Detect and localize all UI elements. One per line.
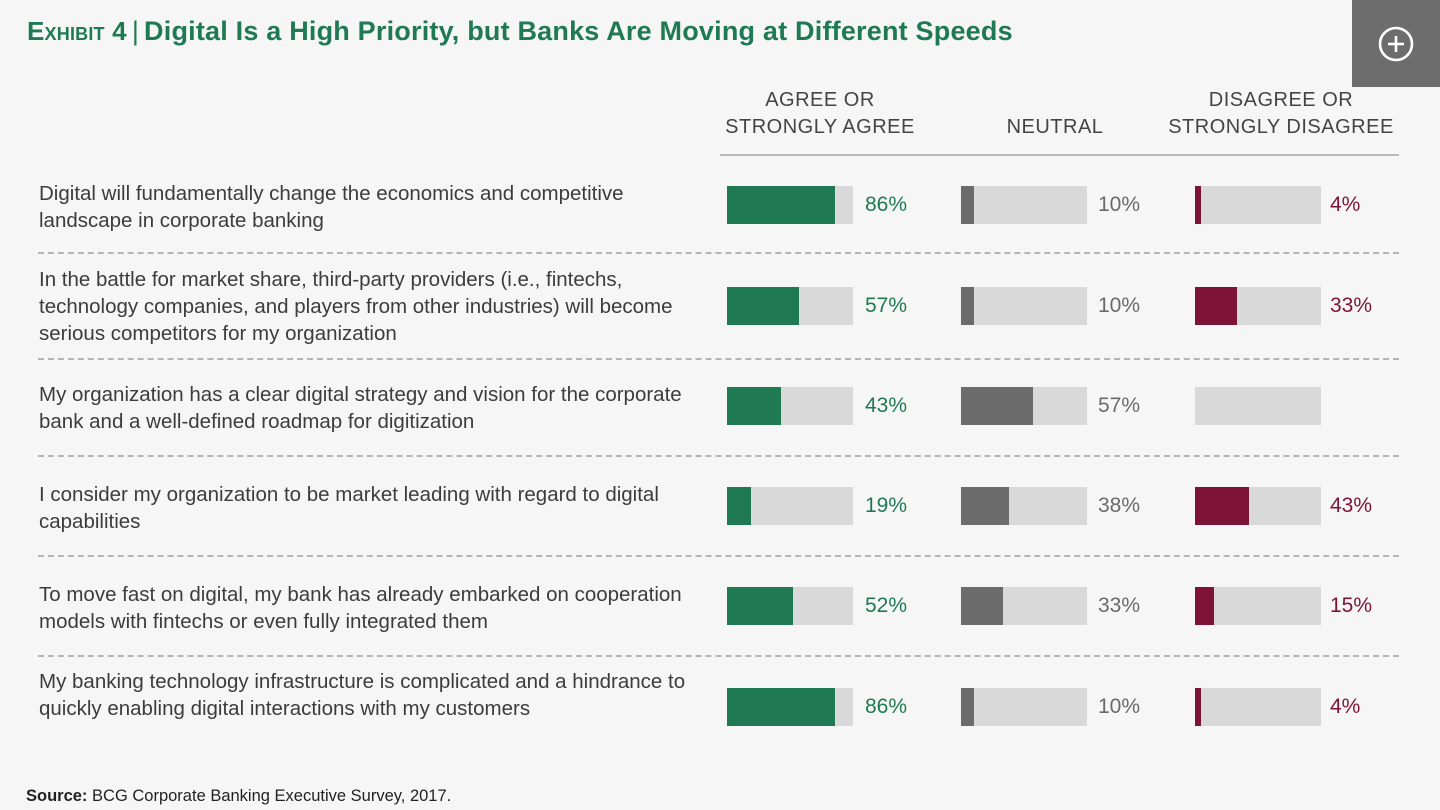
value-label-neutral: 10% — [1098, 695, 1141, 718]
bar-neutral — [961, 287, 974, 325]
value-label-neutral: 33% — [1098, 594, 1141, 617]
column-header-disagree: DISAGREE OR STRONGLY DISAGREE — [1168, 89, 1394, 138]
bar-disagree — [1195, 487, 1249, 525]
source-label: Source: — [26, 787, 88, 805]
bar-track-disagree — [1195, 487, 1321, 525]
value-label-agree: 43% — [865, 394, 908, 417]
value-label-agree: 86% — [865, 193, 908, 216]
bar-track-agree — [727, 487, 853, 525]
row-label: My banking technology infrastructure is … — [39, 670, 686, 720]
value-label-neutral: 10% — [1098, 193, 1141, 216]
row-divider — [38, 655, 1399, 657]
source-note: Source: BCG Corporate Banking Executive … — [26, 787, 451, 806]
row-label: In the battle for market share, third-pa… — [39, 268, 673, 345]
bar-disagree — [1195, 186, 1201, 224]
bar-neutral — [961, 688, 974, 726]
row-divider — [38, 252, 1399, 254]
bar-neutral — [961, 186, 974, 224]
plus-circle-icon — [1378, 26, 1414, 61]
bar-track-agree — [727, 688, 853, 726]
chart-title: Exhibit 4 | Digital Is a High Priority, bu… — [27, 16, 1013, 47]
value-label-agree: 52% — [865, 594, 908, 617]
value-label-disagree: 33% — [1330, 294, 1373, 317]
bar-track-agree — [727, 287, 853, 325]
bar-disagree — [1195, 287, 1237, 325]
source-text: BCG Corporate Banking Executive Survey, … — [92, 787, 452, 805]
bar-agree — [727, 487, 751, 525]
row-label: I consider my organization to be market … — [39, 483, 659, 533]
bar-track-neutral — [961, 487, 1087, 525]
value-label-neutral: 57% — [1098, 394, 1141, 417]
bar-disagree — [1195, 587, 1214, 625]
value-label-disagree: 15% — [1330, 594, 1373, 617]
row-divider — [38, 555, 1399, 557]
value-label-agree: 86% — [865, 695, 908, 718]
title-separator: | — [131, 16, 140, 46]
bar-track-neutral — [961, 186, 1087, 224]
bar-neutral — [961, 487, 1009, 525]
bar-track-disagree — [1195, 287, 1321, 325]
header-rule — [720, 154, 1399, 156]
bar-track-disagree — [1195, 688, 1321, 726]
value-label-neutral: 10% — [1098, 294, 1141, 317]
bar-agree — [727, 287, 799, 325]
bar-track-disagree — [1195, 387, 1321, 425]
column-header-agree: AGREE OR STRONGLY AGREE — [725, 89, 915, 138]
bar-track-disagree — [1195, 587, 1321, 625]
value-label-disagree: 4% — [1330, 193, 1361, 216]
bar-track-agree — [727, 186, 853, 224]
value-label-disagree: 43% — [1330, 494, 1373, 517]
value-label-disagree: 4% — [1330, 695, 1361, 718]
row-label: To move fast on digital, my bank has alr… — [39, 583, 682, 633]
bar-track-agree — [727, 387, 853, 425]
bar-track-disagree — [1195, 186, 1321, 224]
expand-button[interactable] — [1352, 0, 1440, 87]
bar-agree — [727, 186, 835, 224]
row-label: Digital will fundamentally change the ec… — [39, 182, 624, 232]
bar-agree — [727, 587, 793, 625]
bar-track-agree — [727, 587, 853, 625]
bar-track-neutral — [961, 387, 1087, 425]
bar-disagree — [1195, 688, 1201, 726]
bar-track-neutral — [961, 587, 1087, 625]
value-label-agree: 19% — [865, 494, 908, 517]
bar-neutral — [961, 587, 1003, 625]
column-header-neutral: NEUTRAL — [1006, 116, 1104, 138]
row-divider — [38, 358, 1399, 360]
bar-agree — [727, 688, 835, 726]
bar-track-neutral — [961, 688, 1087, 726]
value-label-agree: 57% — [865, 294, 908, 317]
bar-agree — [727, 387, 781, 425]
row-label: My organization has a clear digital stra… — [39, 383, 682, 433]
exhibit-label: Exhibit 4 — [27, 16, 127, 46]
bar-neutral — [961, 387, 1033, 425]
bar-track-neutral — [961, 287, 1087, 325]
value-label-neutral: 38% — [1098, 494, 1141, 517]
row-divider — [38, 455, 1399, 457]
title-text: Digital Is a High Priority, but Banks Ar… — [144, 16, 1013, 46]
